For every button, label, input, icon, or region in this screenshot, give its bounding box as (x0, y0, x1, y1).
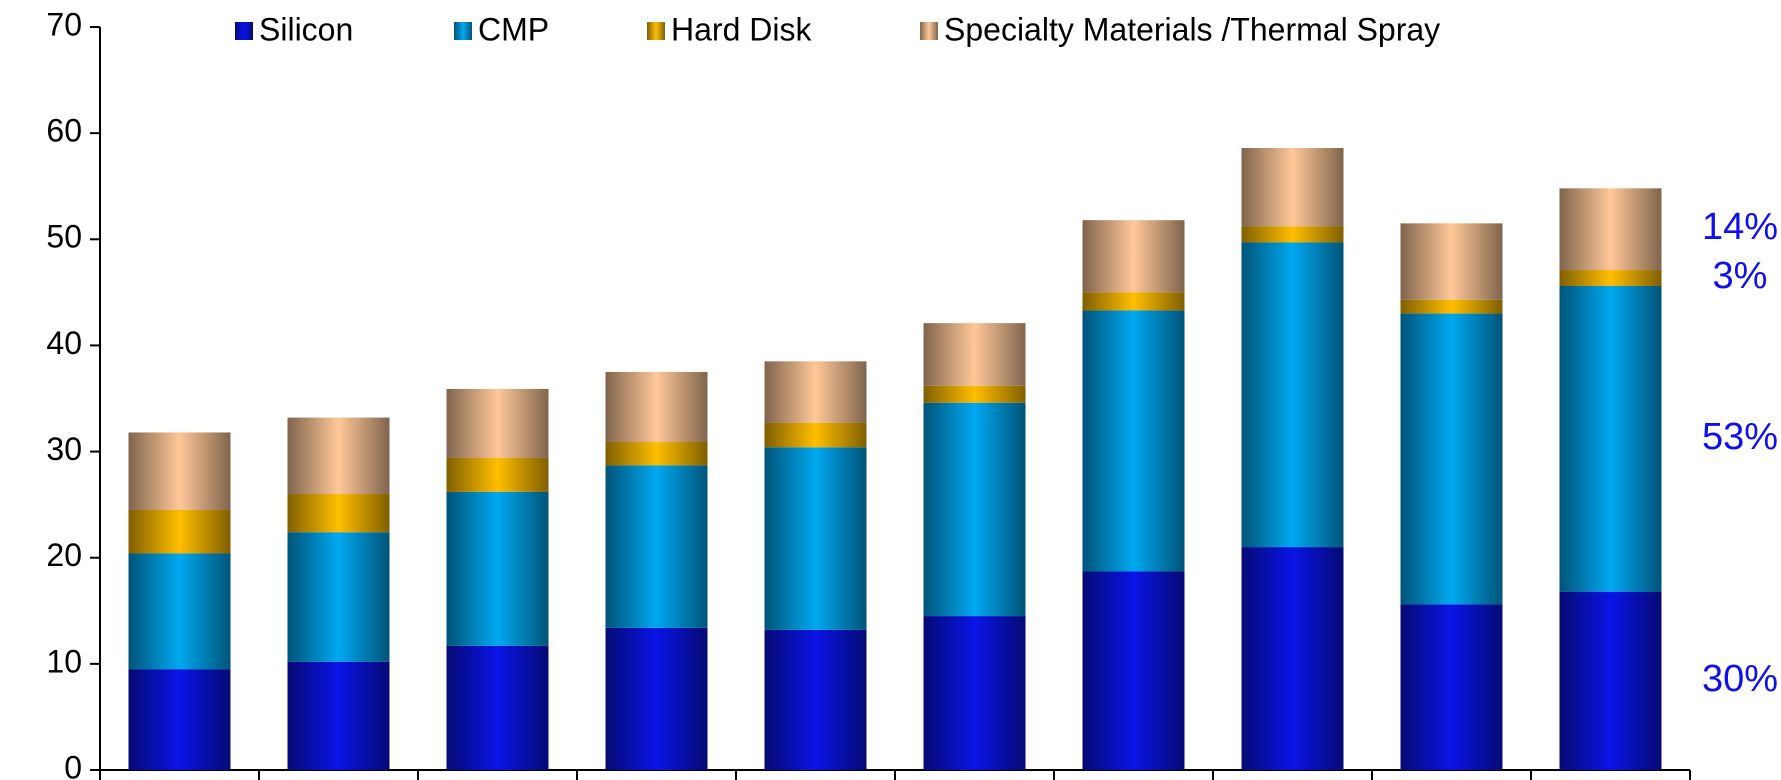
legend-label: Specialty Materials /Thermal Spray (944, 11, 1440, 47)
bar-shade (1400, 313, 1503, 605)
bar-shade (1082, 310, 1185, 572)
legend-label: CMP (478, 11, 549, 47)
bar-shade (764, 422, 867, 448)
y-tick-label: 50 (46, 219, 82, 255)
legend-swatch-shade (235, 22, 253, 40)
bar-shade (287, 661, 390, 770)
bar-shade (923, 402, 1026, 617)
annotation: 14% (1702, 206, 1778, 248)
legend-swatch-shade (920, 22, 938, 40)
bar-shade (1082, 292, 1185, 311)
bar-shade (605, 442, 708, 466)
bar-shade (1241, 242, 1344, 548)
bar-shade (446, 457, 549, 492)
y-tick-label: 10 (46, 643, 82, 679)
bar-shade (1559, 285, 1662, 592)
bar-shade (1559, 188, 1662, 271)
bar-shade (923, 385, 1026, 403)
bar-shade (1559, 270, 1662, 286)
bar-shade (605, 371, 708, 443)
bar-shade (764, 629, 867, 770)
bar-shade (764, 447, 867, 630)
y-tick-label: 30 (46, 431, 82, 467)
legend-label: Silicon (259, 11, 353, 47)
y-tick-label: 40 (46, 325, 82, 361)
bar-shade (128, 432, 231, 510)
bar-shade (287, 417, 390, 495)
bar-shade (605, 627, 708, 770)
bar-shade (128, 669, 231, 770)
y-tick-label: 0 (64, 749, 82, 780)
bar-shade (923, 323, 1026, 386)
legend-swatch-shade (647, 22, 665, 40)
y-tick-label: 70 (46, 6, 82, 42)
bar-shade (1241, 547, 1344, 770)
bar-shade (1400, 299, 1503, 314)
bar-shade (1400, 223, 1503, 300)
bar-shade (1082, 571, 1185, 770)
bar-shade (923, 616, 1026, 770)
bar-shade (1241, 148, 1344, 227)
bar-shade (1400, 604, 1503, 770)
annotation: 30% (1702, 658, 1778, 700)
bar-shade (1241, 226, 1344, 243)
bar-shade (1559, 591, 1662, 770)
bar-shade (128, 509, 231, 554)
bar-shade (446, 388, 549, 458)
bar-shade (764, 361, 867, 423)
bar-shade (1082, 220, 1185, 293)
y-tick-label: 60 (46, 113, 82, 149)
bar-shade (605, 465, 708, 628)
bar-shade (287, 494, 390, 533)
bar-shade (446, 645, 549, 770)
legend-label: Hard Disk (671, 11, 812, 47)
bar-shade (287, 532, 390, 662)
annotation: 53% (1702, 416, 1778, 458)
y-tick-label: 20 (46, 537, 82, 573)
annotation: 3% (1713, 255, 1768, 297)
bar-shade (128, 553, 231, 670)
legend-swatch-shade (454, 22, 472, 40)
bar-shade (446, 491, 549, 646)
